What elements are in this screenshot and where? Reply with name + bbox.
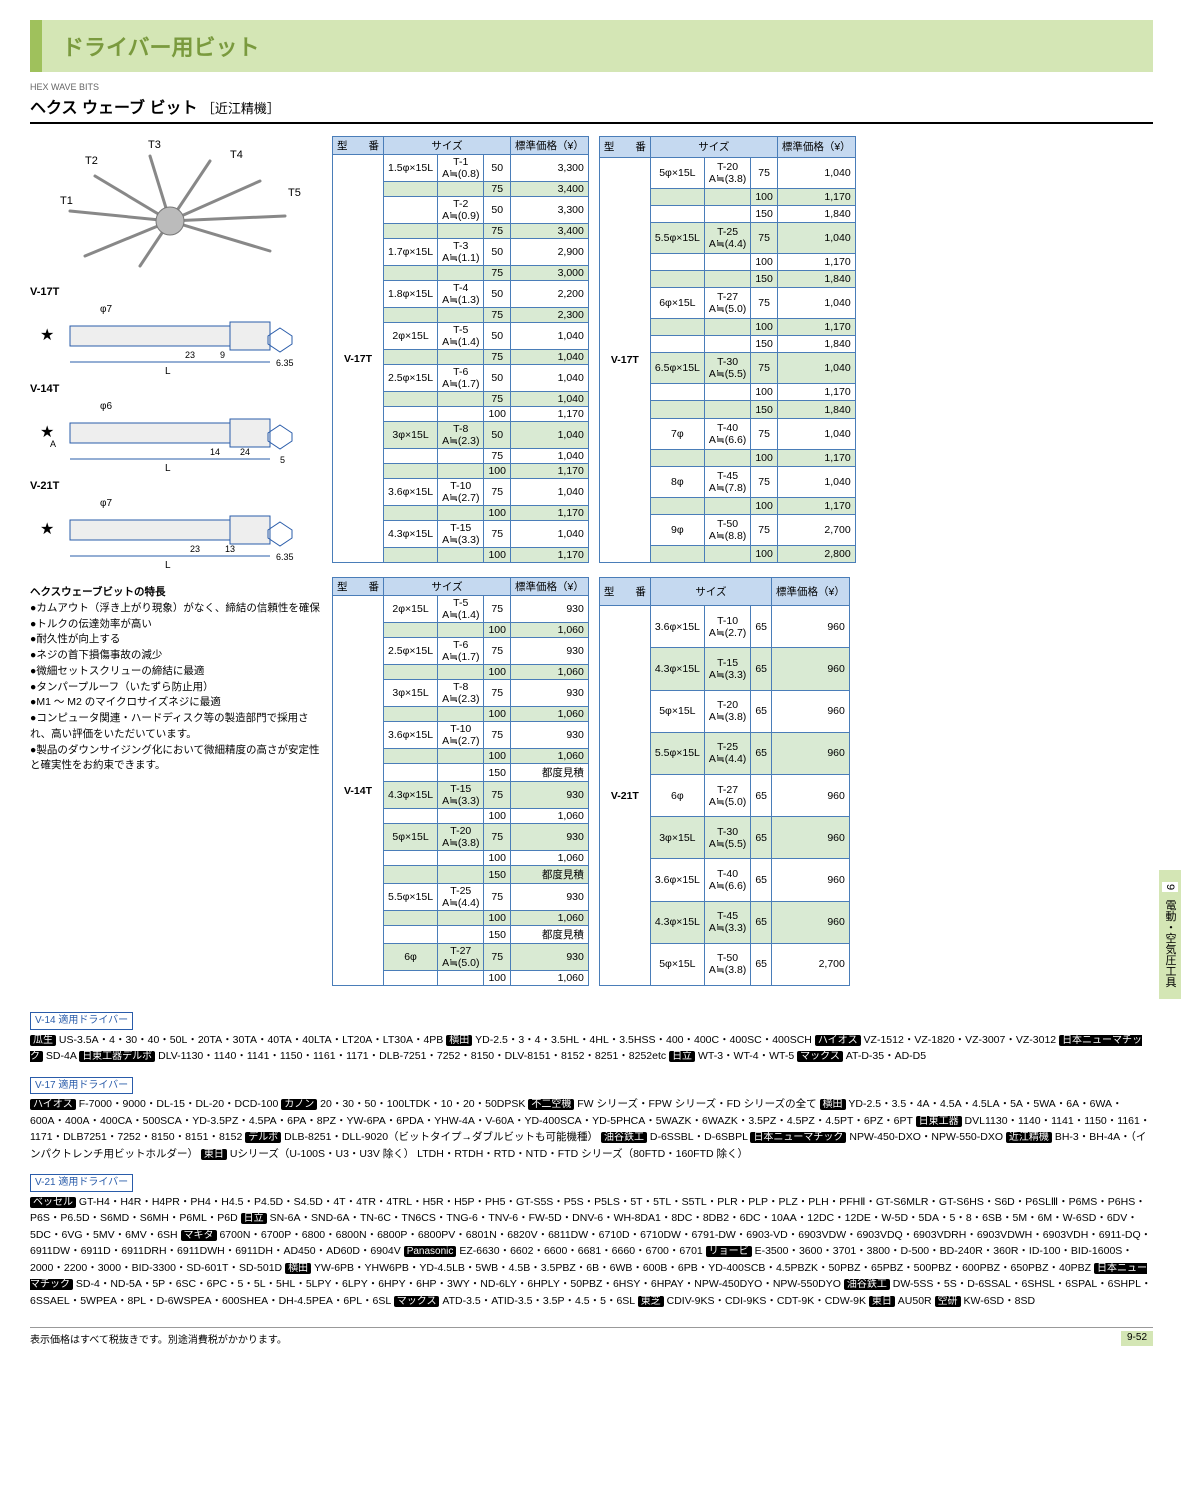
- feature-item: ●M1 〜 M2 のマイクロサイズネジに最適: [30, 695, 320, 711]
- table-v14t: 型 番サイズ標準価格（¥）V-14T2φ×15LT-5A≒(1.4)759301…: [332, 577, 589, 986]
- svg-text:★: ★: [40, 327, 54, 344]
- driver-v14: V-14 適用ドライバー 瓜生 US-3.5A・4・30・40・50L・20TA…: [30, 1012, 1153, 1065]
- page-header: ドライバー用ビット: [30, 20, 1153, 72]
- side-tab: 9 電動・空気圧工具: [1159, 870, 1181, 999]
- feature-item: ●コンピュータ関連・ハードディスク等の製造部門で採用され、高い評価をいただいてい…: [30, 711, 320, 743]
- svg-text:L: L: [165, 463, 171, 474]
- feature-item: ●タンパープルーフ（いたずら防止用）: [30, 680, 320, 696]
- features-list: ヘクスウェーブビットの特長 ●カムアウト（浮き上がり現象）がなく、締結の信頼性を…: [30, 585, 320, 774]
- svg-text:A: A: [50, 439, 56, 449]
- svg-text:φ7: φ7: [100, 498, 112, 509]
- feature-item: ●ネジの首下損傷事故の減少: [30, 648, 320, 664]
- svg-text:23: 23: [185, 350, 195, 360]
- footer: 表示価格はすべて税抜きです。別途消費税がかかります。 9-52: [30, 1327, 1153, 1346]
- subtitle-jp: ヘクス ウェーブ ビット ［近江精機］: [30, 94, 1153, 124]
- svg-text:14: 14: [210, 447, 220, 457]
- svg-text:T4: T4: [230, 149, 243, 161]
- svg-text:23: 23: [190, 544, 200, 554]
- v17t-diagram: V-17T ★ φ7 L 239 6.35: [30, 286, 320, 383]
- svg-text:★: ★: [40, 521, 54, 538]
- svg-text:6.35: 6.35: [276, 358, 294, 368]
- svg-text:L: L: [165, 560, 171, 571]
- svg-text:T5: T5: [288, 187, 301, 199]
- page-title: ドライバー用ビット: [62, 30, 1133, 62]
- driver-v21: V-21 適用ドライバー ベッセル GT-H4・H4R・H4PR・PH4・H4.…: [30, 1174, 1153, 1309]
- tables-column: 型 番サイズ標準価格（¥）V-17T1.5φ×15LT-1A≒(0.8)503,…: [332, 136, 1153, 1000]
- table-v17t-right: 型 番サイズ標準価格（¥）V-17T5φ×15LT-20A≒(3.8)751,0…: [599, 136, 856, 563]
- svg-text:T1: T1: [60, 195, 73, 207]
- table-v21t: 型 番サイズ標準価格（¥）V-21T3.6φ×15LT-10A≒(2.7)659…: [599, 577, 850, 986]
- feature-item: ●耐久性が向上する: [30, 632, 320, 648]
- v21t-diagram: V-21T ★ φ7 L 2313 6.35: [30, 480, 320, 577]
- svg-text:L: L: [165, 366, 171, 377]
- svg-text:9: 9: [220, 350, 225, 360]
- v14t-diagram: V-14T ★ φ6 L A14 245: [30, 383, 320, 480]
- feature-item: ●カムアウト（浮き上がり現象）がなく、締結の信頼性を確保: [30, 601, 320, 617]
- left-column: T1T2 T3T4 T5 V-17T ★ φ7 L 239 6.35: [30, 136, 320, 1000]
- starburst-diagram: T1 T2 T3 T4 T5: [30, 136, 320, 276]
- svg-text:13: 13: [225, 544, 235, 554]
- feature-item: ●トルクの伝達効率が高い: [30, 617, 320, 633]
- feature-item: ●微細セットスクリューの締結に最適: [30, 664, 320, 680]
- svg-text:T3: T3: [148, 139, 161, 151]
- svg-text:φ7: φ7: [100, 304, 112, 315]
- feature-item: ●製品のダウンサイジング化において微細精度の高さが安定性と確実性をお約束できます…: [30, 743, 320, 775]
- driver-v17: V-17 適用ドライバー ハイオス F-7000・9000・DL-15・DL-2…: [30, 1077, 1153, 1163]
- svg-text:24: 24: [240, 447, 250, 457]
- svg-text:6.35: 6.35: [276, 552, 294, 562]
- subtitle-en: HEX WAVE BITS: [30, 82, 1153, 92]
- table-v17t-left: 型 番サイズ標準価格（¥）V-17T1.5φ×15LT-1A≒(0.8)503,…: [332, 136, 589, 563]
- svg-text:5: 5: [280, 455, 285, 465]
- svg-text:φ6: φ6: [100, 401, 112, 412]
- svg-text:T2: T2: [85, 155, 98, 167]
